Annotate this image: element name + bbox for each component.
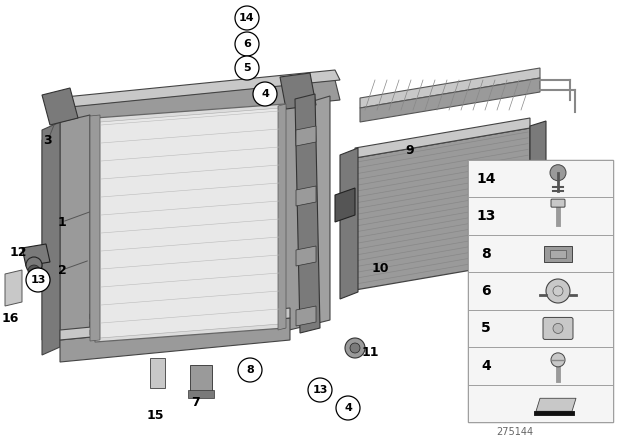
Text: 8: 8 (246, 365, 254, 375)
Text: 8: 8 (481, 246, 491, 261)
Polygon shape (90, 115, 100, 341)
Text: 16: 16 (1, 311, 19, 324)
Polygon shape (280, 73, 316, 109)
Polygon shape (360, 78, 540, 122)
Circle shape (336, 396, 360, 420)
Polygon shape (340, 148, 358, 299)
Polygon shape (530, 121, 546, 263)
Text: 275144: 275144 (497, 427, 534, 437)
Text: 4: 4 (481, 359, 491, 373)
Polygon shape (90, 302, 285, 327)
Bar (544, 246, 572, 262)
Bar (468, 384, 613, 422)
Circle shape (235, 6, 259, 30)
Bar (550, 250, 566, 258)
Text: 5: 5 (243, 63, 251, 73)
Polygon shape (278, 104, 286, 330)
Circle shape (350, 343, 360, 353)
Polygon shape (90, 310, 285, 335)
Text: 15: 15 (147, 409, 164, 422)
Bar (468, 347, 613, 384)
Polygon shape (42, 88, 78, 125)
Text: 1: 1 (58, 215, 67, 228)
Polygon shape (5, 270, 22, 306)
Text: 3: 3 (44, 134, 52, 146)
Polygon shape (296, 246, 316, 266)
Text: 7: 7 (191, 396, 200, 409)
Circle shape (235, 32, 259, 56)
Polygon shape (310, 96, 330, 325)
Text: 4: 4 (261, 89, 269, 99)
Polygon shape (42, 135, 62, 340)
Polygon shape (22, 244, 50, 266)
Bar (150, 358, 165, 388)
Polygon shape (530, 210, 566, 256)
Bar (190, 365, 212, 393)
Bar (188, 390, 214, 398)
Polygon shape (55, 80, 340, 128)
FancyBboxPatch shape (543, 318, 573, 340)
Polygon shape (60, 308, 290, 340)
Polygon shape (355, 118, 530, 158)
Circle shape (26, 257, 42, 273)
Text: 9: 9 (406, 143, 414, 156)
Bar (468, 198, 613, 235)
Circle shape (238, 358, 262, 382)
Bar (468, 272, 613, 310)
Polygon shape (90, 294, 285, 319)
Polygon shape (60, 318, 290, 362)
Text: 6: 6 (481, 284, 491, 298)
Bar (468, 310, 613, 347)
Text: 14: 14 (239, 13, 255, 23)
Polygon shape (285, 102, 310, 331)
FancyBboxPatch shape (551, 199, 565, 207)
Polygon shape (360, 68, 540, 108)
Polygon shape (42, 122, 60, 355)
Text: 14: 14 (476, 172, 496, 186)
Text: 11: 11 (361, 345, 379, 358)
Polygon shape (536, 398, 576, 411)
Text: 13: 13 (312, 385, 328, 395)
Bar (468, 160, 613, 422)
Text: 2: 2 (58, 263, 67, 276)
Circle shape (308, 378, 332, 402)
Text: 13: 13 (476, 209, 496, 223)
Text: 12: 12 (9, 246, 27, 258)
Circle shape (553, 286, 563, 296)
Circle shape (551, 353, 565, 367)
Circle shape (253, 82, 277, 106)
Polygon shape (296, 306, 316, 326)
Polygon shape (60, 115, 90, 347)
Circle shape (28, 265, 40, 277)
Polygon shape (95, 104, 285, 342)
Polygon shape (335, 188, 355, 222)
Polygon shape (295, 94, 320, 333)
Text: 10: 10 (371, 262, 388, 275)
Bar (468, 160, 613, 198)
Circle shape (345, 338, 365, 358)
Polygon shape (558, 224, 575, 244)
Text: 6: 6 (243, 39, 251, 49)
Text: 4: 4 (344, 403, 352, 413)
Circle shape (550, 165, 566, 181)
Text: 5: 5 (481, 321, 491, 336)
Polygon shape (100, 108, 280, 338)
Polygon shape (55, 70, 340, 108)
Circle shape (235, 56, 259, 80)
Polygon shape (296, 126, 316, 146)
Polygon shape (296, 186, 316, 206)
Bar (468, 235, 613, 272)
Circle shape (553, 323, 563, 333)
Polygon shape (355, 128, 530, 290)
Text: 13: 13 (30, 275, 45, 285)
Circle shape (26, 268, 50, 292)
Circle shape (546, 279, 570, 303)
